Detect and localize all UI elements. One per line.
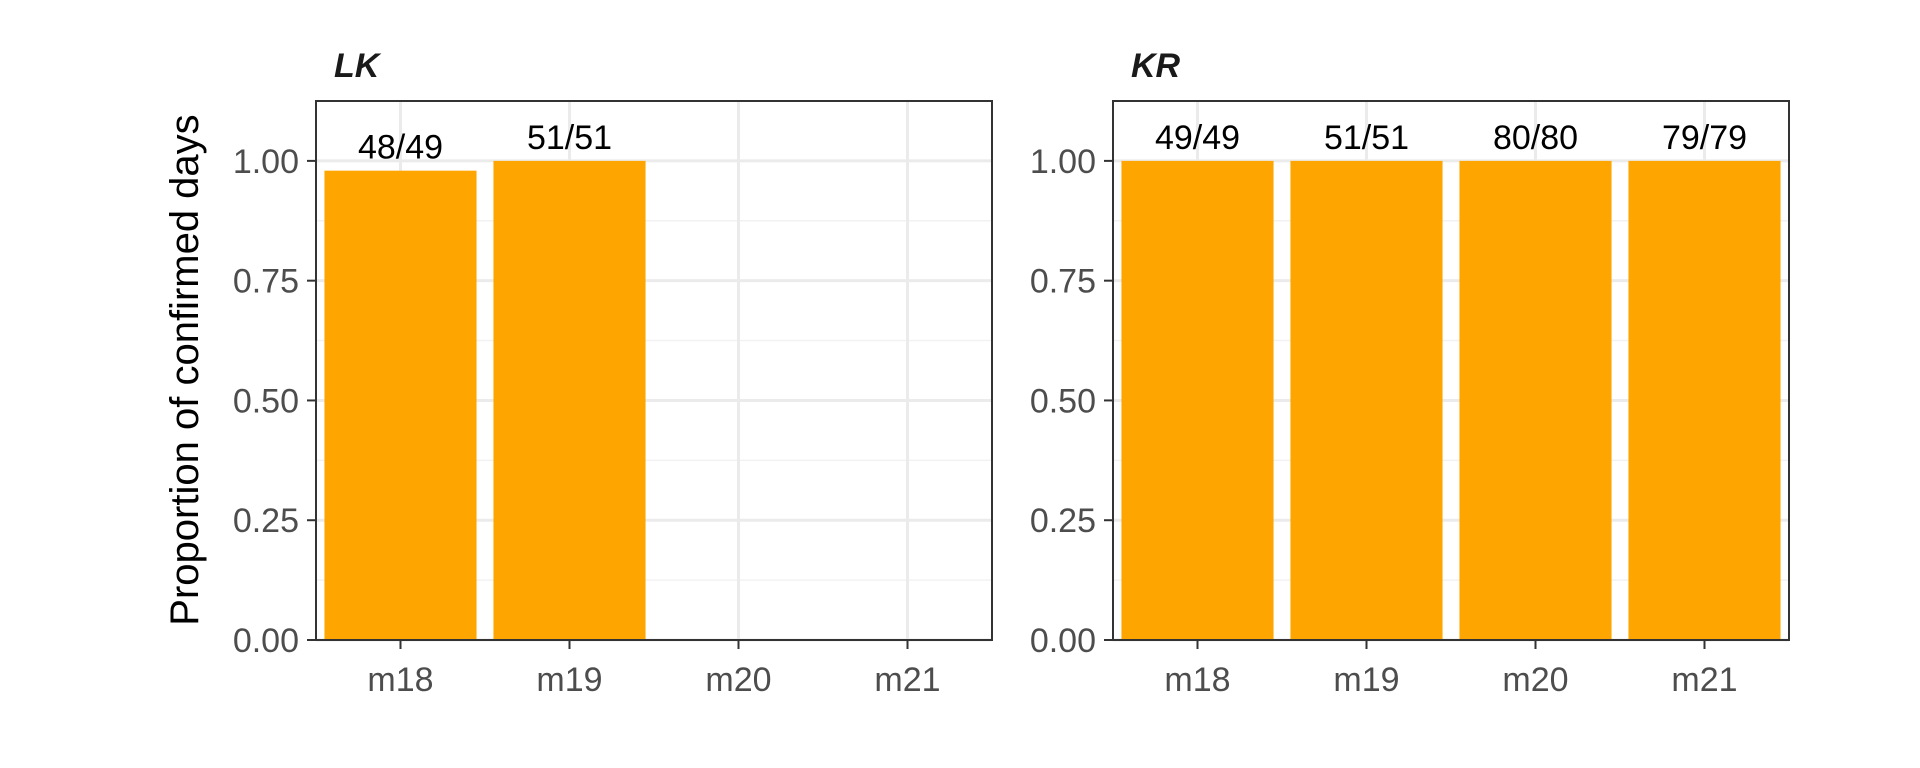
panel-1-title: LK [334,47,382,85]
panel-2-x-tick-label-m18: m18 [1164,661,1230,699]
panel-2-bar-m21 [1628,160,1781,640]
panel-2-bar-label-m18: 49/49 [1155,119,1240,157]
panel-1-bar-m19 [493,160,646,640]
panel-1: 48/49 51/51 0.00 0.25 0.50 0.75 1.00 m18 m19 m20 m… [233,47,993,699]
panel-2-bar-m19 [1290,160,1443,640]
panel-1-bar-label-m19: 51/51 [527,119,612,157]
panel-2-y-tick-label: 0.50 [1030,382,1096,420]
panel-2-y-tick-label: 0.00 [1030,622,1096,660]
y-axis-title: Proportion of confirmed days [163,114,207,625]
panel-2-x-tick-label-m20: m20 [1502,661,1568,699]
panel-2-bar-m18 [1121,160,1274,640]
panel-1-y-tick-label: 0.75 [233,263,299,301]
panel-1-x-tick-label-m21: m21 [874,661,940,699]
panel-2-title: KR [1131,47,1181,85]
panel-1-bar-m18 [324,170,477,640]
panel-2-bar-label-m20: 80/80 [1493,119,1578,157]
panel-2-y-tick-label: 1.00 [1030,143,1096,181]
panel-2-border [1112,100,1790,641]
panel-1-border [315,100,993,641]
panel-1-y-tick-label: 0.25 [233,502,299,540]
panel-1-x-tick-label-m20: m20 [705,661,771,699]
panel-2-bar-label-m19: 51/51 [1324,119,1409,157]
panel-1-y-tick-label: 1.00 [233,143,299,181]
panel-2-x-tick-label-m19: m19 [1333,661,1399,699]
panel-2-x-tick-label-m21: m21 [1671,661,1737,699]
panel-1-x-tick-label-m19: m19 [536,661,602,699]
panel-1-y-tick-label: 0.00 [233,622,299,660]
panel-1-y-tick-label: 0.50 [233,382,299,420]
panel-1-bar-label-m18: 48/49 [358,129,443,167]
panel-2-bar-label-m21: 79/79 [1662,119,1747,157]
panel-2-bar-m20 [1459,160,1612,640]
panel-2-y-tick-label: 0.75 [1030,263,1096,301]
panel-2: 49/49 51/51 80/80 79/79 0.00 0.25 0.50 0.75 1.00… [1030,47,1790,699]
panel-1-x-tick-label-m18: m18 [367,661,433,699]
panel-2-y-tick-label: 0.25 [1030,502,1096,540]
